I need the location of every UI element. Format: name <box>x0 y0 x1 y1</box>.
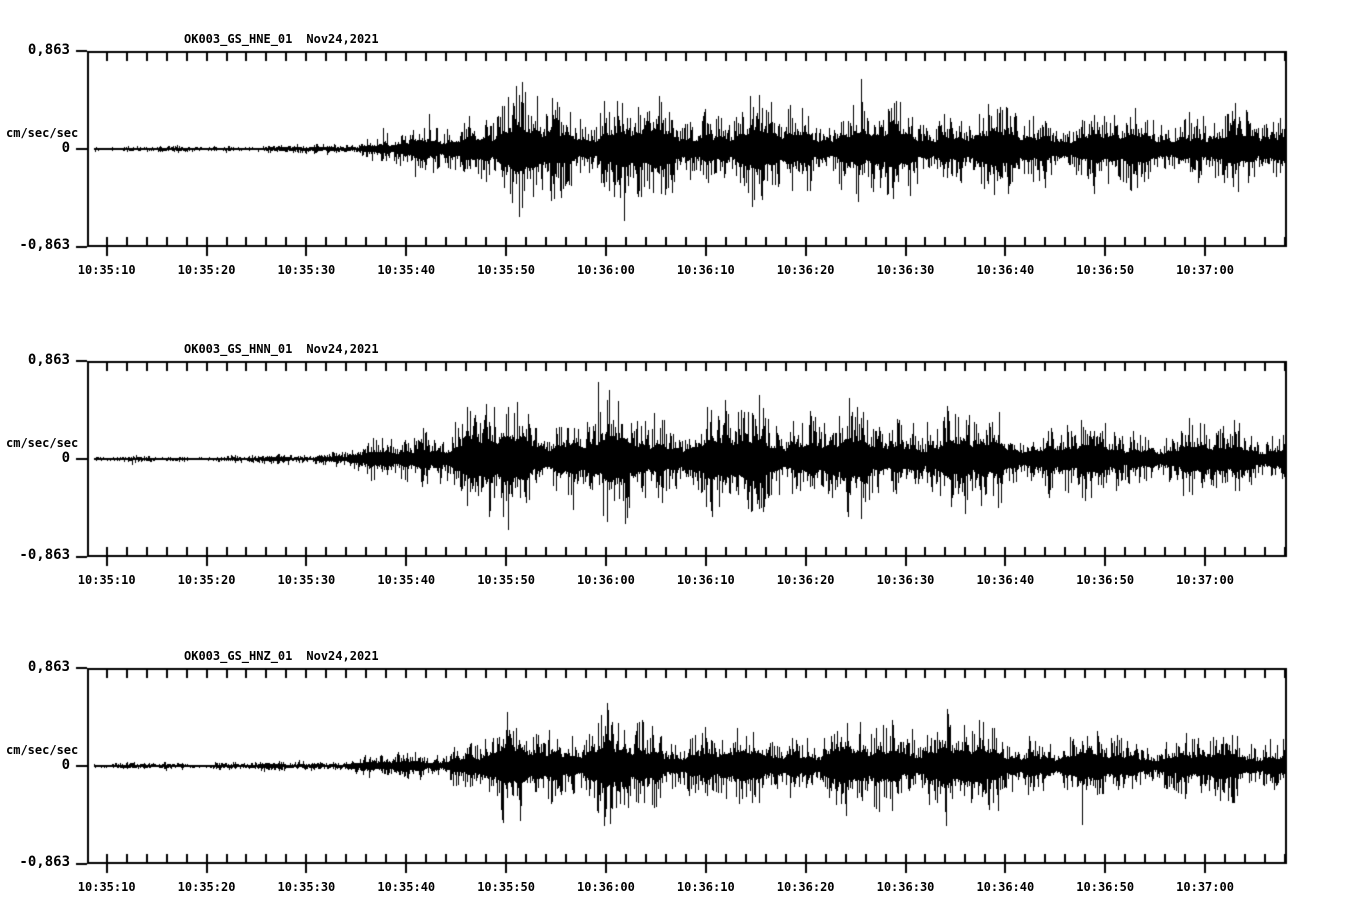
panel-title: OK003_GS_HNZ_01 Nov24,2021 <box>184 650 379 663</box>
y-tick-label-min: -0,863 <box>19 237 70 253</box>
time-tick-label: 10:35:50 <box>477 263 535 277</box>
time-tick-label: 10:36:50 <box>1076 263 1135 277</box>
time-tick-label: 10:35:20 <box>177 263 236 277</box>
time-tick-label: 10:35:10 <box>77 263 136 277</box>
time-tick-label: 10:35:10 <box>77 573 136 587</box>
panel-title-station: OK003_GS_HNN_01 <box>184 342 293 356</box>
panel-title-date: Nov24,2021 <box>306 649 379 663</box>
time-tick-label: 10:36:20 <box>776 880 835 894</box>
time-tick-label: 10:36:50 <box>1076 573 1135 587</box>
amplitude-units-label: cm/sec/sec <box>6 126 79 140</box>
time-tick-label: 10:36:40 <box>976 880 1035 894</box>
amplitude-units-label: cm/sec/sec <box>6 743 79 757</box>
y-tick-label-zero: 0 <box>61 140 70 156</box>
time-tick-label: 10:35:40 <box>377 263 436 277</box>
time-tick-label: 10:36:10 <box>676 573 735 587</box>
time-tick-label: 10:35:30 <box>277 263 336 277</box>
time-tick-label: 10:35:50 <box>477 573 535 587</box>
time-tick-label: 10:36:00 <box>577 880 635 894</box>
time-tick-label: 10:36:30 <box>876 880 935 894</box>
time-tick-label: 10:36:20 <box>776 263 835 277</box>
amplitude-units-label: cm/sec/sec <box>6 436 79 450</box>
time-tick-label: 10:35:20 <box>177 573 236 587</box>
time-tick-label: 10:35:40 <box>377 573 436 587</box>
y-tick-label-max: 0,863 <box>27 42 70 58</box>
panel-title-date: Nov24,2021 <box>306 32 379 46</box>
time-tick-label: 10:37:00 <box>1176 880 1234 894</box>
time-tick-label: 10:35:30 <box>277 573 336 587</box>
time-tick-label: 10:36:20 <box>776 573 835 587</box>
time-tick-label: 10:36:10 <box>676 880 735 894</box>
panel-title: OK003_GS_HNN_01 Nov24,2021 <box>184 343 379 356</box>
time-tick-label: 10:37:00 <box>1176 263 1234 277</box>
time-tick-label: 10:35:40 <box>377 880 436 894</box>
y-tick-label-min: -0,863 <box>19 547 70 563</box>
y-tick-label-zero: 0 <box>61 450 70 466</box>
panel-title-station: OK003_GS_HNZ_01 <box>184 649 293 663</box>
y-tick-label-zero: 0 <box>61 757 70 773</box>
panel-title-date: Nov24,2021 <box>306 342 379 356</box>
time-tick-label: 10:36:50 <box>1076 880 1135 894</box>
panel-title-station: OK003_GS_HNE_01 <box>184 32 293 46</box>
time-tick-label: 10:37:00 <box>1176 573 1234 587</box>
time-tick-label: 10:36:40 <box>976 263 1035 277</box>
time-tick-label: 10:35:50 <box>477 880 535 894</box>
y-tick-label-min: -0,863 <box>19 854 70 870</box>
time-tick-label: 10:36:30 <box>876 263 935 277</box>
y-tick-label-max: 0,863 <box>27 352 70 368</box>
time-tick-label: 10:35:10 <box>77 880 136 894</box>
y-tick-label-max: 0,863 <box>27 659 70 675</box>
time-tick-label: 10:35:30 <box>277 880 336 894</box>
panel-title: OK003_GS_HNE_01 Nov24,2021 <box>184 33 379 46</box>
time-tick-label: 10:36:10 <box>676 263 735 277</box>
time-tick-label: 10:36:00 <box>577 263 635 277</box>
time-tick-label: 10:36:00 <box>577 573 635 587</box>
time-tick-label: 10:36:30 <box>876 573 935 587</box>
time-tick-label: 10:35:20 <box>177 880 236 894</box>
time-tick-label: 10:36:40 <box>976 573 1035 587</box>
